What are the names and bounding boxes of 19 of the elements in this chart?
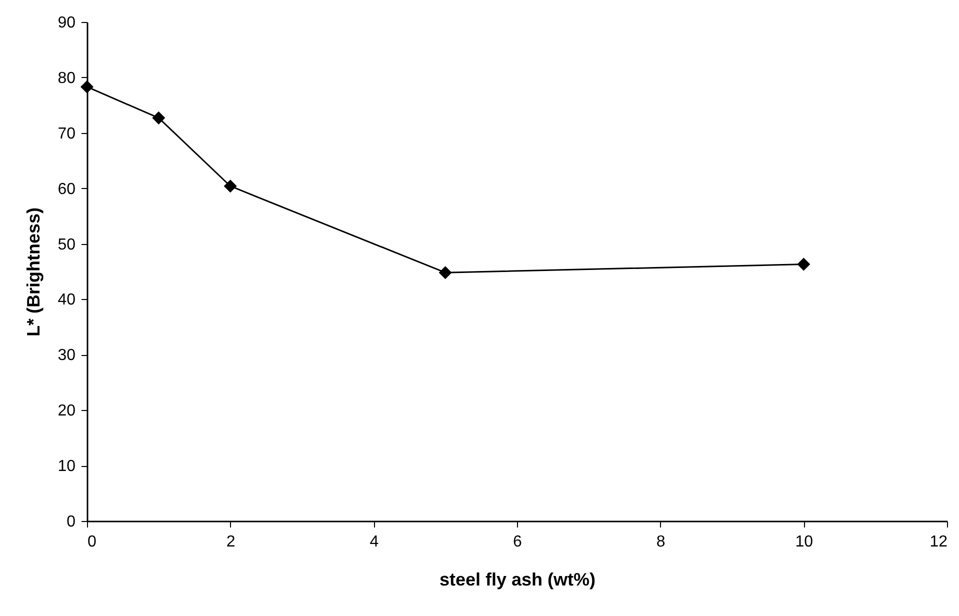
x-axis-title: steel fly ash (wt%) [439, 570, 596, 590]
y-tick-label: 50 [58, 236, 76, 254]
y-tick-label: 80 [58, 70, 76, 87]
x-tick-label: 8 [656, 534, 666, 550]
y-tick-label: 0 [66, 514, 76, 530]
y-tick-label: 30 [58, 347, 76, 364]
x-tick-label: 6 [513, 534, 522, 550]
y-tick-label: 20 [58, 402, 76, 420]
y-tick-label: 10 [58, 458, 76, 476]
x-tick-label: 2 [226, 534, 236, 550]
y-tick-label: 40 [58, 292, 76, 309]
x-tick-label: 10 [795, 534, 814, 550]
y-tick-label: 90 [58, 14, 76, 32]
x-tick-label: 12 [930, 534, 948, 550]
y-axis-title: L* (Brightness) [24, 207, 44, 337]
y-tick-label: 70 [58, 125, 76, 142]
x-tick-label: 0 [88, 534, 96, 550]
y-tick-label: 60 [58, 180, 76, 198]
x-tick-label: 4 [370, 534, 379, 550]
